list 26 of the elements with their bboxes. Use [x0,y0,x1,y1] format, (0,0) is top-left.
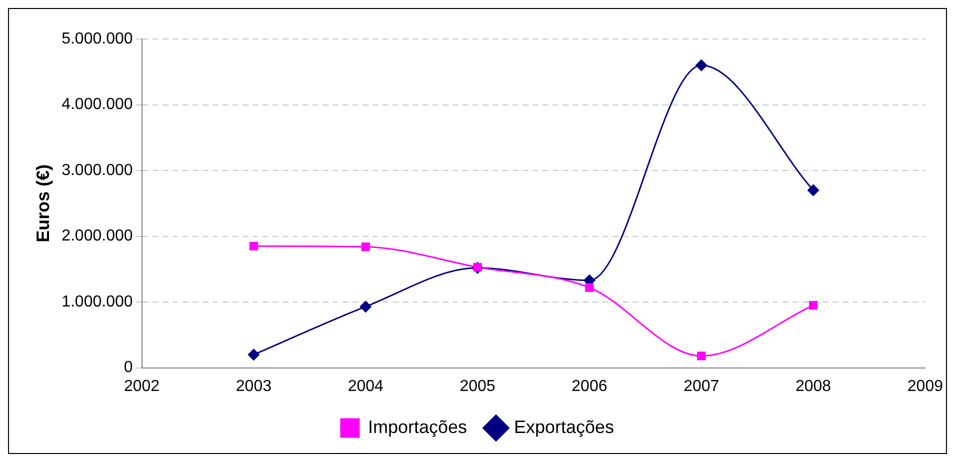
point [249,242,258,250]
x-tick-label: 2008 [795,378,832,395]
y-tick-label: 0 [124,359,133,376]
point [248,348,260,360]
x-tick-label: 2006 [572,378,608,395]
point [697,352,706,360]
y-tick-label: 3.000.000 [62,162,133,179]
x-tick-label: 2007 [684,378,720,395]
x-tick-label: 2005 [460,378,496,395]
point [360,300,372,312]
legend-label: Importações [368,416,467,437]
point [808,184,820,196]
x-tick-label: 2004 [348,378,384,395]
point [585,283,594,292]
y-tick-label: 2.000.000 [62,228,133,245]
x-tick-label: 2009 [907,378,944,395]
y-tick-label: 4.000.000 [62,96,133,114]
y-axis-title: Euros (€) [32,164,53,242]
point [361,242,370,252]
point [809,301,818,310]
x-tick-label: 2002 [124,378,160,395]
x-tick-label: 2003 [236,378,272,395]
legend-label: Exportações [514,416,614,437]
y-tick-label: 1.000.000 [62,293,133,310]
y-tick-label: 5.000.000 [62,30,133,48]
point [696,60,708,72]
